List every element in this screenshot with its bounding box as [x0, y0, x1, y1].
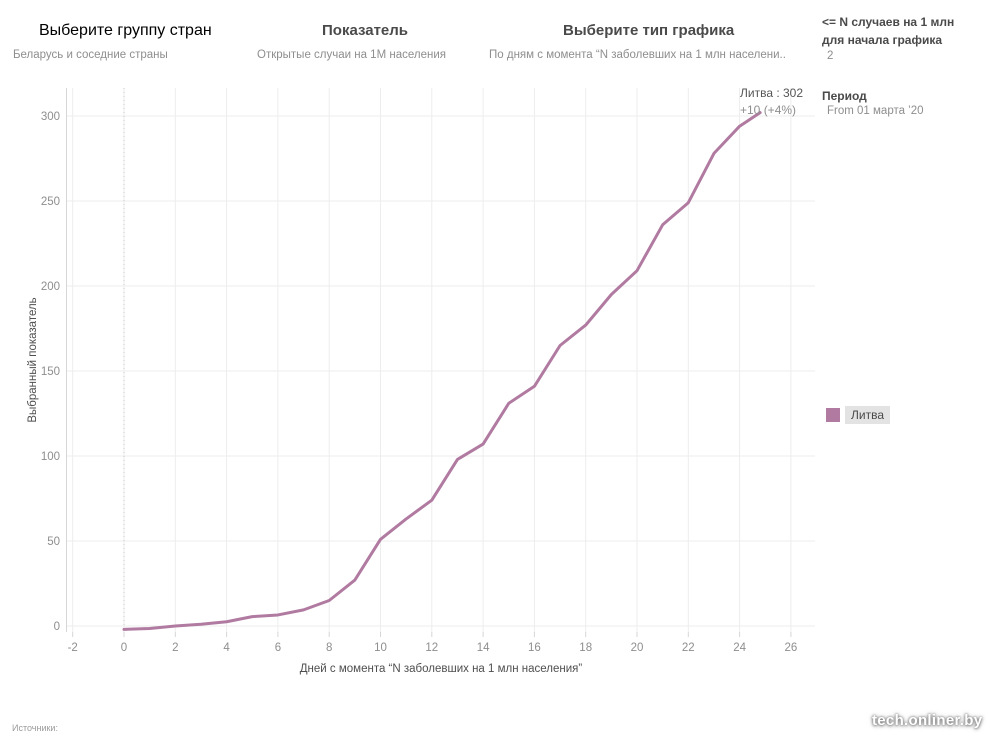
y-tick-label: 150 [41, 366, 60, 378]
y-tick-label: 250 [41, 196, 60, 208]
x-tick-label: 18 [579, 642, 592, 654]
indicator-title: Показатель [322, 22, 409, 39]
x-tick-label: 26 [785, 642, 798, 654]
period-label: Период [822, 89, 867, 103]
country-group-value[interactable]: Беларусь и соседние страны [13, 49, 168, 61]
x-tick-label: 6 [275, 642, 281, 654]
sources-label: Источники: [12, 723, 58, 733]
legend-item-lithuania[interactable]: Литва [826, 406, 890, 424]
x-tick-label: 20 [631, 642, 644, 654]
period-value[interactable]: From 01 марта ’20 [827, 105, 924, 117]
x-tick-label: 0 [121, 642, 127, 654]
y-tick-label: 300 [41, 111, 60, 123]
threshold-label-line1: <= N случаев на 1 млн [822, 15, 955, 29]
series-line-Литва[interactable] [122, 111, 762, 631]
annotation-change: +10 (+4%) [740, 103, 797, 117]
y-tick-label: 100 [41, 451, 60, 463]
x-tick-label: 8 [326, 642, 332, 654]
y-tick-label: 0 [54, 621, 60, 633]
x-tick-label: 4 [223, 642, 230, 654]
chart-type-value[interactable]: По дням с момента “N заболевших на 1 млн… [489, 49, 786, 61]
country-group-title: Выберите группу стран [39, 22, 212, 39]
watermark: tech.onliner.by [872, 712, 983, 729]
y-axis-title: Выбранный показатель [27, 297, 39, 423]
x-tick-label: 14 [477, 642, 490, 654]
x-tick-label: 10 [374, 642, 387, 654]
x-tick-label: 16 [528, 642, 541, 654]
x-tick-label: -2 [68, 642, 78, 654]
legend-color-swatch [826, 408, 840, 422]
x-tick-label: 22 [682, 642, 695, 654]
x-tick-label: 12 [425, 642, 438, 654]
threshold-label-line2: для начала графика [822, 33, 943, 47]
series-annotation: Литва : 302 +10 (+4%) [740, 85, 803, 119]
y-tick-label: 200 [41, 281, 60, 293]
x-tick-label: 2 [172, 642, 178, 654]
indicator-value[interactable]: Открытые случаи на 1M населения [257, 49, 446, 61]
sources-footer: Источники: 1) Johт Hoplins HSSE - https:… [12, 697, 438, 749]
annotation-country-value: Литва : 302 [740, 86, 804, 100]
x-tick-label: 24 [733, 642, 746, 654]
x-axis-title: Дней с момента “N заболевших на 1 млн на… [299, 663, 583, 675]
y-tick-label: 50 [47, 536, 60, 548]
threshold-value[interactable]: 2 [827, 50, 834, 62]
chart-type-title: Выберите тип графика [563, 22, 735, 39]
legend-label: Литва [845, 406, 890, 424]
